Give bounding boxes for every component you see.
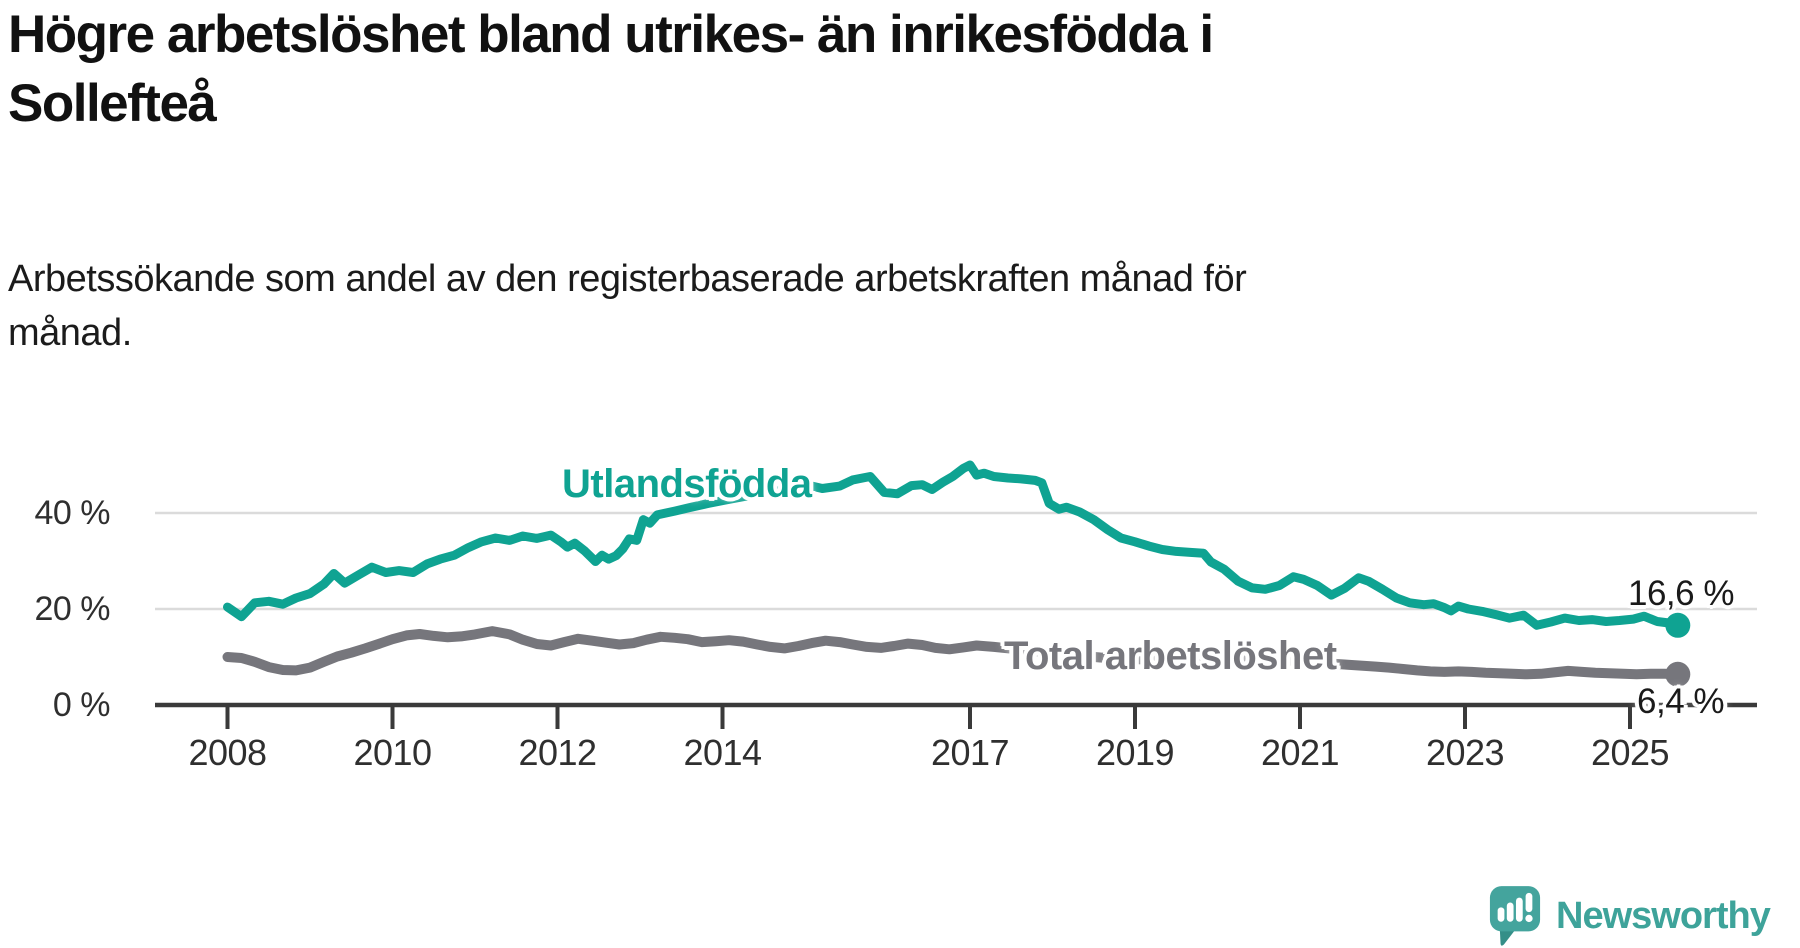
x-tick-label-2017: 2017 bbox=[930, 732, 1010, 773]
newsworthy-logo-icon bbox=[1489, 886, 1541, 946]
series-line-total bbox=[222, 626, 1683, 680]
series-label-utlandsfodda: Utlandsfödda bbox=[562, 462, 812, 506]
chart-subtitle: Arbetssökande som andel av den registerb… bbox=[8, 252, 1247, 360]
title-line-1: Högre arbetslöshet bland utrikes- än inr… bbox=[8, 5, 1214, 64]
end-value-label-total: 6,4 % bbox=[1637, 682, 1725, 721]
x-tick-label-2025: 2025 bbox=[1590, 732, 1670, 773]
end-value-label-utlandsfodda: 16,6 % bbox=[1628, 574, 1734, 613]
x-tick-label-2014: 2014 bbox=[683, 732, 762, 773]
newsworthy-wordmark: Newsworthy bbox=[1556, 895, 1771, 937]
newsworthy-branding-link[interactable]: Newsworthy bbox=[1488, 884, 1800, 948]
y-tick-label-40: 40 % bbox=[34, 494, 111, 532]
y-tick-label-0: 0 % bbox=[52, 686, 111, 724]
x-tick-label-2019: 2019 bbox=[1095, 732, 1175, 773]
x-tick-label-2010: 2010 bbox=[353, 732, 432, 773]
x-tick-label-2008: 2008 bbox=[188, 732, 267, 773]
title-line-2: Sollefteå bbox=[8, 74, 217, 133]
x-tick-label-2012: 2012 bbox=[518, 732, 597, 773]
x-tick-label-2021: 2021 bbox=[1260, 732, 1340, 773]
page-title: Högre arbetslöshet bland utrikes- än inr… bbox=[8, 0, 1214, 138]
series-end-dot-total bbox=[1665, 661, 1691, 687]
subtitle-line-1: Arbetssökande som andel av den registerb… bbox=[8, 258, 1247, 300]
y-tick-label-20: 20 % bbox=[34, 590, 111, 628]
series-line-utlandsfodda bbox=[223, 460, 1683, 630]
series-label-total-arbetsloshet: Total arbetslöshet bbox=[1004, 634, 1337, 678]
x-tick-label-2023: 2023 bbox=[1425, 732, 1505, 773]
subtitle-line-2: månad. bbox=[8, 312, 132, 354]
series-end-dot-utlandsfodda bbox=[1665, 612, 1691, 638]
